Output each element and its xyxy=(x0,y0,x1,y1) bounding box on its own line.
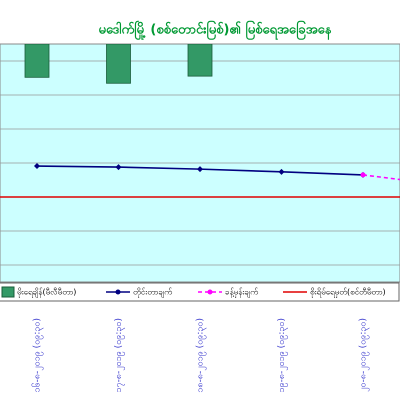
x-tick-label: ၁၆-၈-၂၀၁၉ (၀၉:၃၀) xyxy=(32,318,44,393)
level-point xyxy=(197,166,203,173)
legend-label: စိုးရိမ်ရေမှတ်(စင်တီမီတာ) xyxy=(310,287,386,299)
legend-marker xyxy=(207,289,213,295)
legend-label: ခန့်မှန်းချက် xyxy=(225,287,258,299)
level-point xyxy=(115,164,122,171)
x-tick-label: ၂၀-၈-၂၀၁၉ (၀၉:၃၀) xyxy=(359,318,370,392)
legend-label: မိုးရေချိန်(မီလီမီတာ) xyxy=(17,287,76,299)
legend-items: မိုးရေချိန်(မီလီမီတာ) တိုင်းတာချက် ခန့်မှန… xyxy=(1,286,386,299)
forecast-point xyxy=(360,172,366,178)
x-tick-label: ၁၉-၈-၂၀၁၉ (၀၉:၃၀) xyxy=(277,318,288,393)
x-tick-label: ၁၈-၈-၂၀၁၉ (၀၉:၃၀) xyxy=(196,318,207,393)
level-point xyxy=(34,163,40,170)
rain-bar xyxy=(187,44,213,77)
legend-label: တိုင်းတာချက် xyxy=(133,287,172,299)
chart-title: မဒေါက်မြို့ (စစ်တောင်းမြစ်)၏ မြစ်ရေအခြေအ… xyxy=(99,20,333,41)
level-point xyxy=(278,168,285,175)
plot xyxy=(0,44,400,266)
legend-swatch xyxy=(1,286,15,298)
rain-bar xyxy=(106,44,131,84)
x-tick-label: ၁၇-၈-၂၀၁၉ (၀၉:၃၀) xyxy=(114,318,125,393)
rain-bar xyxy=(24,44,50,78)
legend-marker xyxy=(115,289,121,295)
x-labels: ၁၆-၈-၂၀၁၉ (၀၉:၃၀) ၁၇-၈-၂၀၁၉ (၀၉:၃၀) ၁၈-၈-၂… xyxy=(32,318,370,393)
